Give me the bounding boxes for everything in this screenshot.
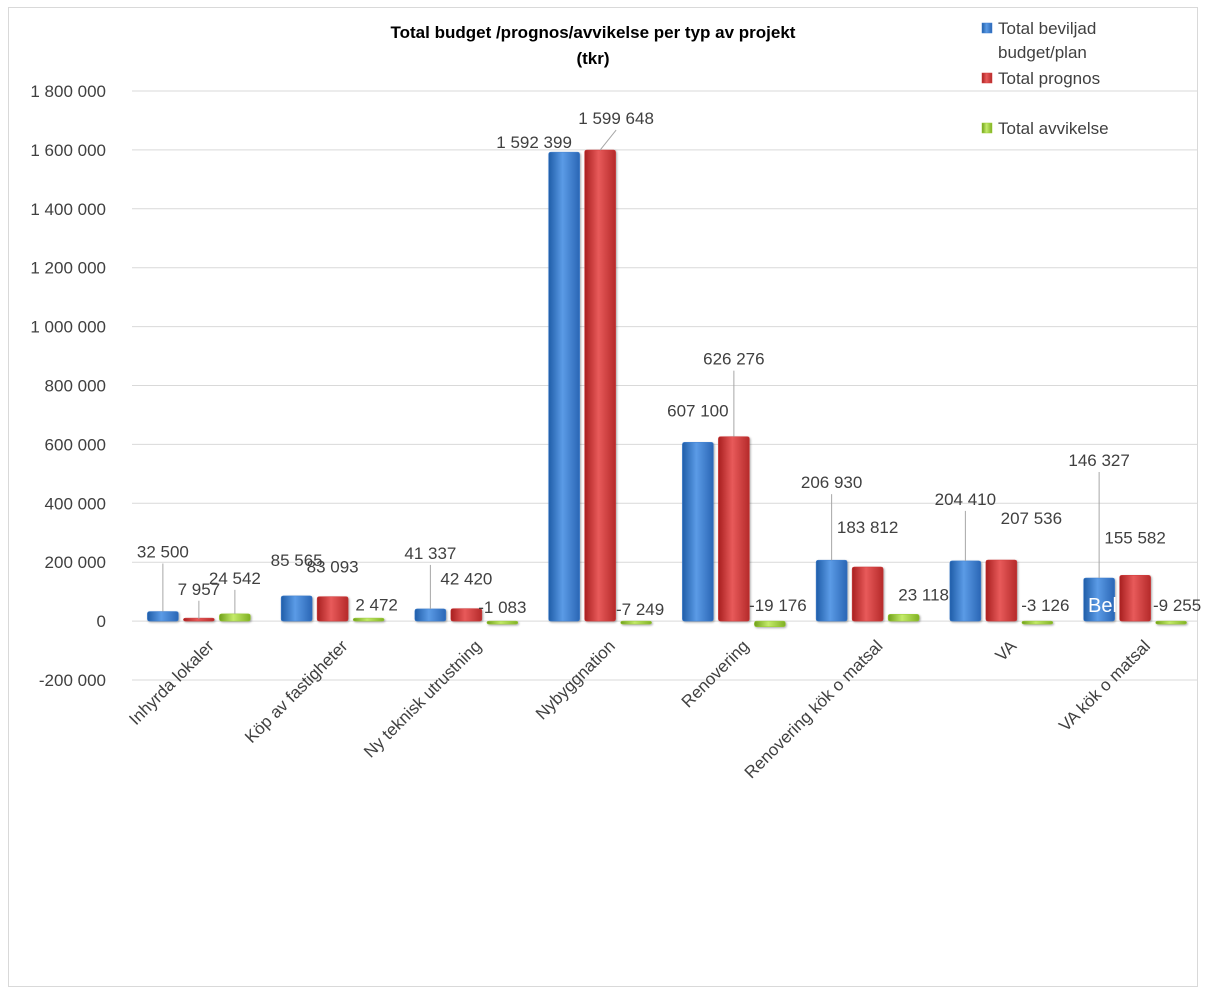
data-label: 85 565 [271,551,323,570]
category-label: Renovering kök o matsal [741,636,887,782]
y-tick-label: 1 200 000 [30,259,106,278]
legend-swatch [981,22,993,34]
data-label: 626 276 [703,350,764,369]
data-label: 24 542 [209,569,261,588]
category-label: VA [992,636,1021,665]
data-label: 607 100 [667,401,728,420]
y-tick-label: 1 800 000 [30,82,106,101]
data-label: 207 536 [1001,509,1062,528]
legend-label: Total avvikelse [998,119,1109,138]
data-label: 83 093 [307,558,359,577]
bar [1155,620,1187,625]
bar [718,436,750,622]
y-tick-label: 800 000 [45,377,106,396]
bar [620,620,652,625]
data-label: 23 118 [898,585,949,604]
bars [147,149,1187,627]
bar [548,151,580,622]
bar [450,608,483,622]
leader-line [599,129,617,151]
legend-label: budget/plan [998,43,1087,62]
y-tick-label: 1 600 000 [30,141,106,160]
bar [887,614,920,622]
data-label: -7 249 [616,600,664,619]
y-axis-ticks: -200 000 0 200 000 400 000 600 000 800 000 1 0… [30,82,106,690]
data-label: 1 599 648 [578,109,654,128]
data-label: 206 930 [801,473,862,492]
data-label: -1 083 [478,598,526,617]
y-tick-label: 1 000 000 [30,318,106,337]
category-label: Köp av fastigheter [241,636,352,747]
chart-title-line: (tkr) [576,49,609,68]
bar [147,611,179,622]
y-tick-label: 1 400 000 [30,200,106,219]
category-labels: Inhyrda lokaler Köp av fastigheter Ny tekn… [125,636,1154,782]
category-label: VA kök o matsal [1055,636,1154,735]
bar [280,595,313,622]
bar [414,608,447,622]
bar [985,559,1018,622]
bar [1021,620,1054,625]
y-tick-label: 0 [97,612,106,631]
bar [682,442,714,622]
bar [584,149,616,622]
data-label: -3 126 [1021,596,1069,615]
legend-label: Total beviljad [998,19,1096,38]
category-label: Inhyrda lokaler [125,636,218,729]
chart-title: Total budget /prognos/avvikelse per typ … [391,23,796,68]
bar [949,560,982,622]
bar [219,613,251,622]
leader-lines [162,129,1100,619]
gridlines [132,90,1197,681]
category-label: Renovering [678,636,753,711]
bar [486,620,519,625]
data-label: 7 957 [178,580,221,599]
data-label: -19 176 [749,596,807,615]
bar [754,620,786,627]
data-label: 41 337 [404,544,456,563]
legend: Total beviljad budget/plan Total prognos To… [981,19,1109,138]
data-label: -9 255 [1153,596,1201,615]
bar [316,596,349,622]
data-label: 155 582 [1104,528,1165,547]
chart-title-line: Total budget /prognos/avvikelse per typ … [391,23,796,42]
legend-label: Total prognos [998,69,1100,88]
data-label: 2 472 [355,595,398,614]
y-tick-label: 400 000 [45,494,106,513]
y-tick-label: 200 000 [45,553,106,572]
data-label: 146 327 [1068,451,1129,470]
bar [352,617,385,622]
y-tick-label: 600 000 [45,435,106,454]
data-label: 42 420 [440,570,492,589]
legend-swatch [981,72,993,84]
stray-text: Bel [1088,595,1117,617]
data-label: 204 410 [935,490,996,509]
data-label: 1 592 399 [496,133,572,152]
legend-swatch [981,122,993,134]
bar [1119,575,1151,622]
data-label: 183 812 [837,518,898,537]
category-label: Ny teknisk utrustning [360,636,485,761]
y-tick-label: -200 000 [39,671,106,690]
bar [851,566,884,622]
bar [815,559,848,622]
data-label: 32 500 [137,543,189,562]
